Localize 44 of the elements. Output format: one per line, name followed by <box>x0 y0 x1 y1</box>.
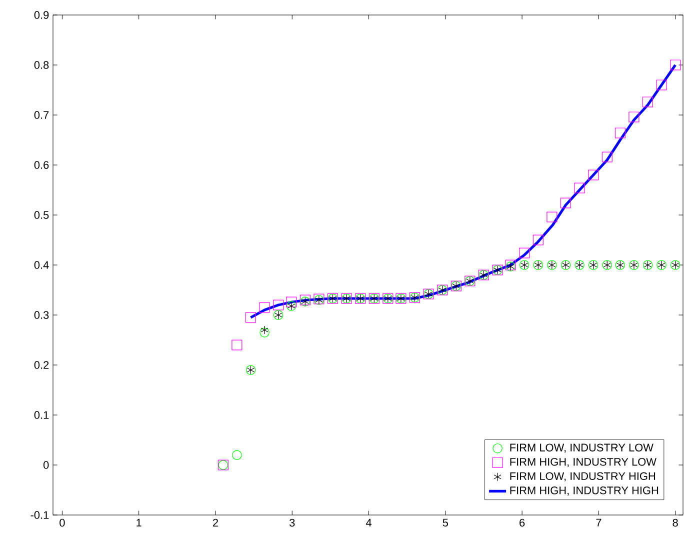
point <box>588 170 599 180</box>
x-tick-label: 4 <box>366 518 372 526</box>
y-tick-label: 0.9 <box>34 11 49 19</box>
x-tick-label: 5 <box>442 518 448 526</box>
x-tick-label: 1 <box>136 518 142 526</box>
legend-label: FIRM HIGH, INDUSTRY LOW <box>510 458 656 468</box>
point <box>260 326 268 334</box>
legend-label: FIRM LOW, INDUSTRY HIGH <box>510 472 655 482</box>
point <box>628 112 640 122</box>
y-tick-label: 0.8 <box>34 61 49 69</box>
point <box>656 80 667 90</box>
y-tick-label: 0.7 <box>34 111 49 119</box>
point <box>546 212 558 222</box>
point <box>286 296 297 308</box>
x-tick-label: 7 <box>596 518 602 526</box>
point <box>519 248 530 258</box>
point <box>259 302 270 313</box>
point <box>602 152 612 162</box>
y-tick-label: 0.5 <box>34 211 49 219</box>
y-tick-label: 0 <box>43 461 49 469</box>
x-tick-label: 0 <box>60 518 65 527</box>
legend-label: FIRM HIGH, INDUSTRY HIGH <box>510 486 658 496</box>
point <box>260 328 270 338</box>
point <box>642 96 654 108</box>
y-tick-label: 0.1 <box>34 411 49 419</box>
x-tick-label: 8 <box>672 518 678 527</box>
point <box>560 198 572 208</box>
point <box>232 450 242 460</box>
x-tick-label: 6 <box>520 518 525 527</box>
legend-label: FIRM LOW, INDUSTRY LOW <box>510 444 654 453</box>
point <box>245 312 256 323</box>
point <box>232 340 242 350</box>
point <box>614 128 626 138</box>
y-tick-label: 0.2 <box>34 361 49 369</box>
x-tick-label: 3 <box>290 518 295 527</box>
y-tick-label: 0.3 <box>34 311 49 319</box>
x-tick-label: 2 <box>212 518 218 527</box>
point <box>670 60 681 70</box>
y-tick-label: -0.1 <box>30 511 49 519</box>
y-tick-label: 0.6 <box>34 161 49 169</box>
point <box>532 234 544 246</box>
y-tick-label: 0.4 <box>34 261 49 269</box>
point <box>273 300 284 310</box>
point <box>574 182 585 194</box>
